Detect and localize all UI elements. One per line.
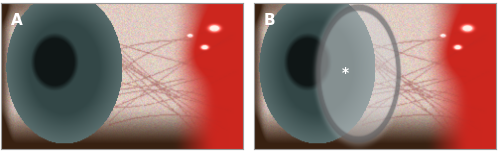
Text: B: B (264, 13, 276, 28)
Text: A: A (10, 13, 22, 28)
Text: *: * (342, 66, 349, 80)
